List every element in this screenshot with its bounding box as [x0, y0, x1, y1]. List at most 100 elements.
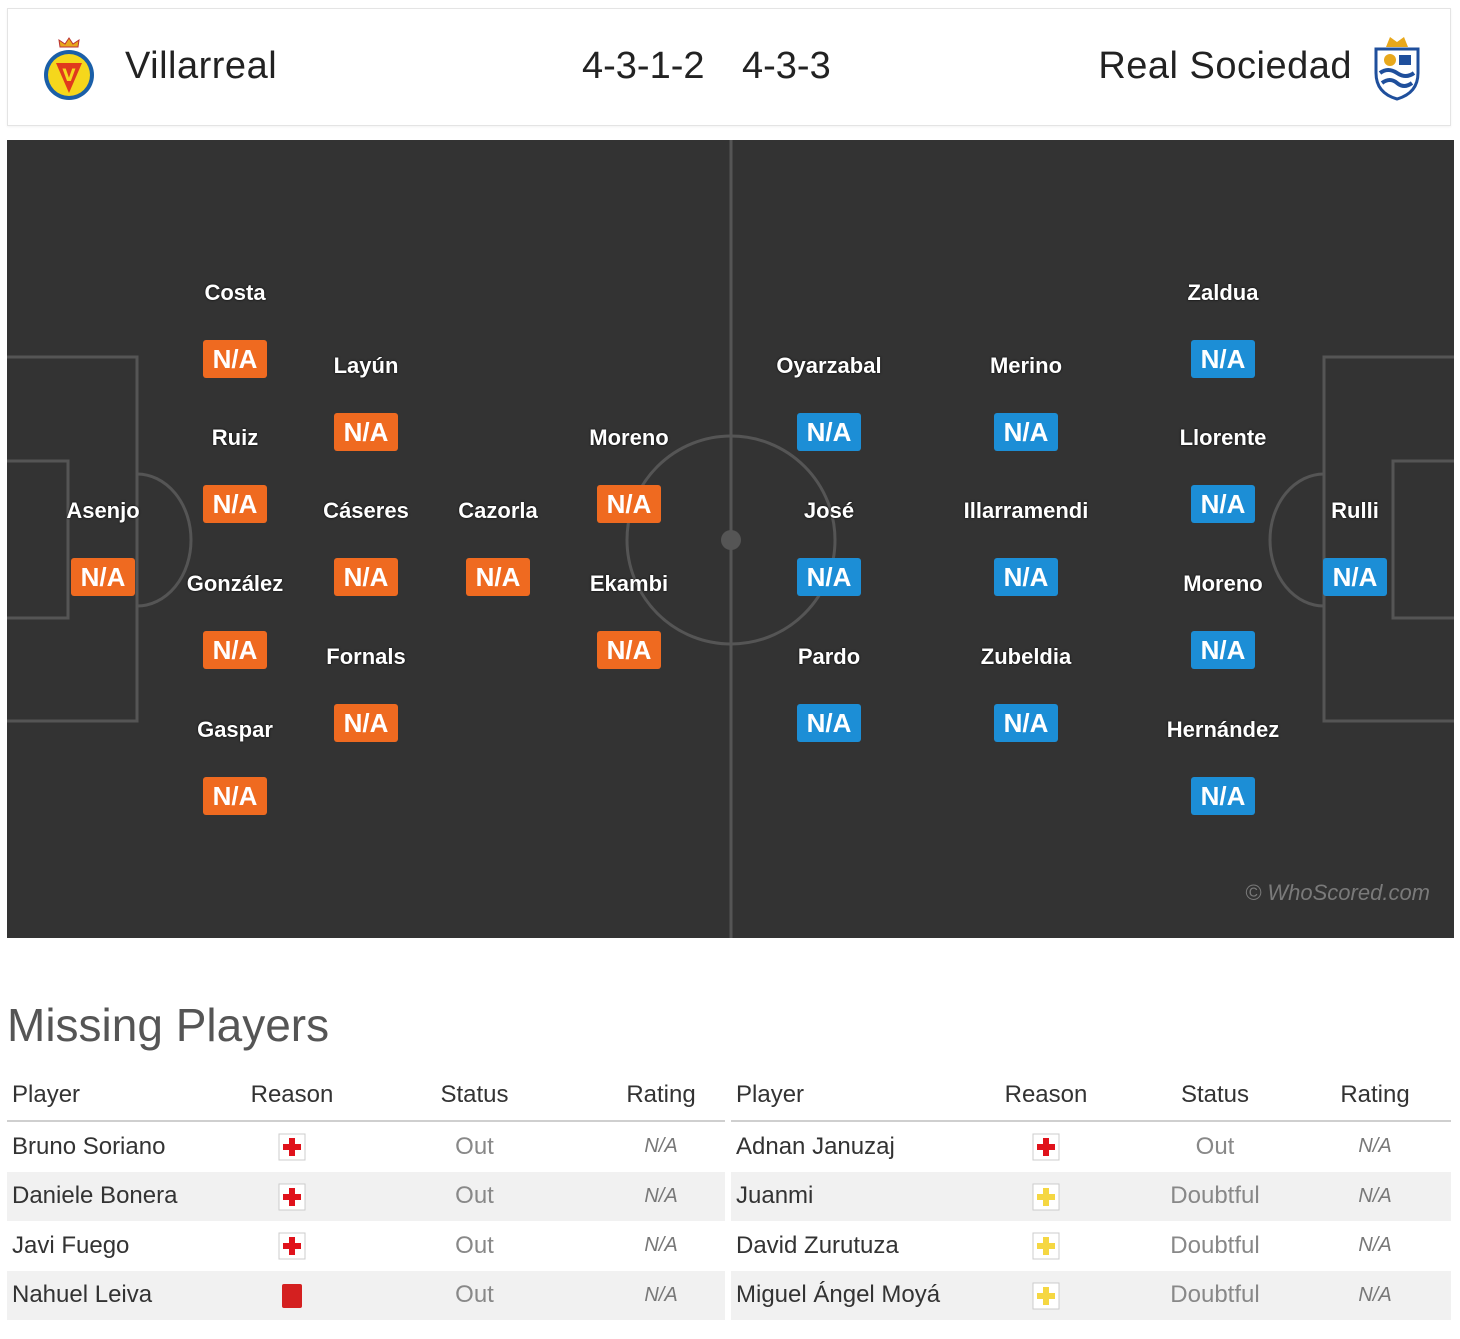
injury-icon: [278, 1232, 306, 1260]
missing-player-name[interactable]: Bruno Soriano: [12, 1132, 166, 1160]
rating-cell: N/A: [1358, 1135, 1392, 1158]
table-header-row: Player Reason Status Rating: [731, 1070, 1451, 1122]
home-team-name[interactable]: Villarreal: [125, 45, 278, 87]
player-rating: N/A: [597, 631, 661, 669]
injury-icon: [278, 1133, 306, 1161]
svg-text:V: V: [62, 66, 76, 86]
injury-icon: [1032, 1133, 1060, 1161]
column-header-reason[interactable]: Reason: [232, 1070, 352, 1122]
villarreal-crest-icon: V: [44, 37, 94, 100]
status-cell: Out: [1195, 1132, 1235, 1160]
reason-cell: [232, 1270, 352, 1320]
player-rating: N/A: [1323, 558, 1387, 596]
player-name: Llorente: [1179, 425, 1267, 450]
player-name: Fornals: [326, 644, 406, 669]
rating-cell: N/A: [597, 1171, 725, 1221]
column-header-player[interactable]: Player: [731, 1070, 961, 1122]
player-name: Layún: [333, 353, 399, 378]
away-team-name[interactable]: Real Sociedad: [1098, 45, 1352, 87]
missing-player-name[interactable]: Juanmi: [731, 1171, 961, 1221]
column-header-status[interactable]: Status: [1131, 1070, 1299, 1122]
player-rating: N/A: [203, 777, 267, 815]
player-rating: N/A: [203, 631, 267, 669]
player-rating: N/A: [994, 413, 1058, 451]
player-rating: N/A: [994, 558, 1058, 596]
column-header-rating[interactable]: Rating: [597, 1070, 725, 1122]
missing-player-name[interactable]: Daniele Bonera: [7, 1171, 232, 1221]
player-rating: N/A: [797, 558, 861, 596]
real-sociedad-crest-icon: [1374, 37, 1420, 101]
home-formation: 4-3-1-2: [582, 45, 705, 87]
player-name: Hernández: [1166, 717, 1280, 742]
table-row: David Zurutuza Doubtful N/A: [731, 1221, 1451, 1271]
missing-player-name[interactable]: Miguel Ángel Moyá: [731, 1270, 961, 1320]
home-missing-table: Player Reason Status Rating Bruno Sorian…: [7, 1070, 725, 1320]
table-row: Daniele Bonera Out N/A: [7, 1171, 725, 1221]
reason-cell: [232, 1121, 352, 1172]
player-rating: N/A: [1191, 485, 1255, 523]
status-cell: Out: [352, 1270, 597, 1320]
rating-cell: N/A: [644, 1135, 678, 1158]
player-rating: N/A: [334, 413, 398, 451]
column-header-player[interactable]: Player: [7, 1070, 232, 1122]
reason-cell: [961, 1270, 1131, 1320]
reason-cell: [961, 1221, 1131, 1271]
column-header-reason[interactable]: Reason: [961, 1070, 1131, 1122]
missing-player-name[interactable]: Nahuel Leiva: [7, 1270, 232, 1320]
player-name: Rulli: [1331, 498, 1379, 523]
table-row: Adnan Januzaj Out N/A: [731, 1121, 1451, 1172]
player-name: Gaspar: [197, 717, 273, 742]
missing-player-name[interactable]: Adnan Januzaj: [736, 1132, 895, 1160]
player-rating: N/A: [797, 413, 861, 451]
rating-cell: N/A: [1358, 1234, 1392, 1257]
player-name: Moreno: [1183, 571, 1263, 596]
status-cell: Out: [455, 1231, 494, 1259]
watermark: © WhoScored.com: [1245, 880, 1430, 905]
pitch-markings: [7, 140, 1454, 938]
doubtful-icon: [1032, 1232, 1060, 1260]
player-name: Moreno: [589, 425, 669, 450]
doubtful-icon: [1032, 1282, 1060, 1310]
player-rating: N/A: [203, 485, 267, 523]
column-header-rating[interactable]: Rating: [1299, 1070, 1451, 1122]
player-name: Cazorla: [458, 498, 538, 523]
formation-pitch: Costa N/A Layún N/A Ruiz N/A Moreno N/A …: [7, 140, 1454, 938]
player-rating: N/A: [1191, 631, 1255, 669]
player-name: Zaldua: [1187, 280, 1259, 305]
table-row: Javi Fuego Out N/A: [7, 1221, 725, 1271]
player-name: Cáseres: [323, 498, 409, 523]
reason-cell: [232, 1221, 352, 1271]
rating-cell: N/A: [597, 1270, 725, 1320]
player-name: Oyarzabal: [776, 353, 882, 378]
player-rating: N/A: [71, 558, 135, 596]
reason-cell: [961, 1171, 1131, 1221]
status-cell: Doubtful: [1170, 1231, 1260, 1259]
missing-players-title: Missing Players: [7, 999, 330, 1051]
table-row: Bruno Soriano Out N/A: [7, 1121, 725, 1172]
column-header-status[interactable]: Status: [352, 1070, 597, 1122]
away-missing-table: Player Reason Status Rating Adnan Januza…: [731, 1070, 1451, 1320]
player-name: Ruiz: [211, 425, 259, 450]
table-row: Miguel Ángel Moyá Doubtful N/A: [731, 1270, 1451, 1320]
reason-cell: [961, 1121, 1131, 1172]
match-header: V Villarreal 4-3-1-2 4-3-3 Real Sociedad: [7, 8, 1451, 126]
player-name: José: [803, 498, 855, 523]
player-rating: N/A: [334, 558, 398, 596]
rating-cell: N/A: [644, 1234, 678, 1257]
missing-player-name[interactable]: David Zurutuza: [736, 1231, 899, 1259]
away-formation: 4-3-3: [742, 45, 831, 87]
player-rating: N/A: [334, 704, 398, 742]
status-cell: Out: [455, 1132, 494, 1160]
player-rating: N/A: [466, 558, 530, 596]
doubtful-icon: [1032, 1183, 1060, 1211]
player-rating: N/A: [797, 704, 861, 742]
player-name: Costa: [204, 280, 266, 305]
player-name: Pardo: [797, 644, 861, 669]
player-name: Illarramendi: [963, 498, 1089, 523]
player-name: González: [186, 571, 284, 596]
status-cell: Doubtful: [1131, 1171, 1299, 1221]
table-row: Nahuel Leiva Out N/A: [7, 1270, 725, 1320]
missing-player-name[interactable]: Javi Fuego: [12, 1231, 130, 1259]
player-rating: N/A: [203, 340, 267, 378]
player-rating: N/A: [1191, 777, 1255, 815]
